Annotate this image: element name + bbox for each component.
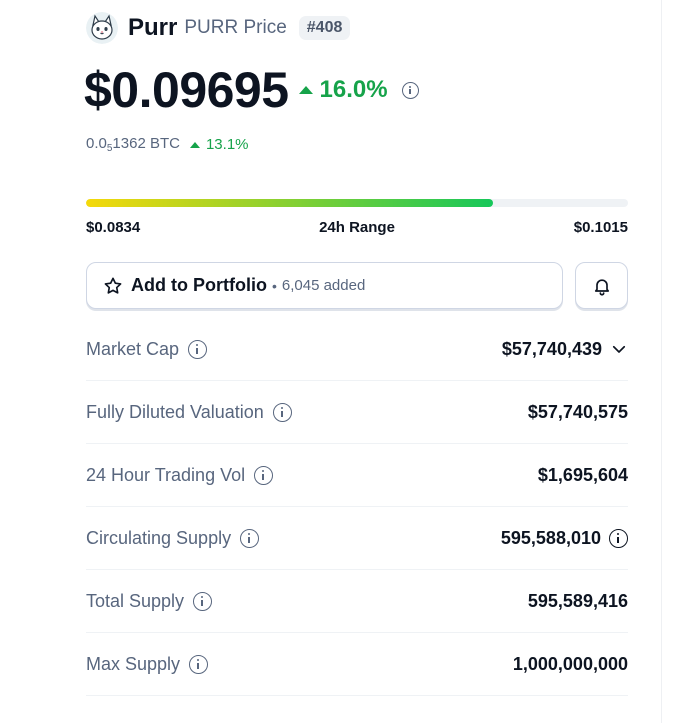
add-to-portfolio-button[interactable]: Add to Portfolio • 6,045 added [86,262,563,309]
price-row: $0.09695 16.0% [84,60,419,120]
stats-table: Market Cap $57,740,439 Fully Diluted Val… [86,318,628,696]
price-change: 16.0% [298,76,388,104]
info-icon[interactable] [240,528,260,548]
range-bar [86,199,628,207]
info-icon[interactable] [609,528,628,548]
range-bar-fill [86,199,493,207]
range-low: $0.0834 [86,219,141,236]
up-triangle-icon [189,141,200,148]
btc-price-row: 0.051362 BTC 13.1% [86,135,249,154]
btc-change-value: 13.1% [205,136,249,153]
separator-dot: • [271,277,277,294]
stat-label: Fully Diluted Valuation [86,401,264,422]
stat-label: Max Supply [86,653,181,674]
up-triangle-icon [298,86,313,94]
stat-label: 24 Hour Trading Vol [86,464,246,485]
stat-label: Circulating Supply [86,527,232,548]
range-high: $0.1015 [573,219,628,236]
btc-unit: BTC [149,135,180,152]
range-label: 24h Range [319,219,395,236]
stat-value: 1,000,000,000 [512,653,628,674]
portfolio-label: Add to Portfolio [131,275,267,295]
info-icon[interactable] [254,465,274,485]
btc-change: 13.1% [189,136,249,153]
stat-row-max-supply: Max Supply 1,000,000,000 [86,633,628,696]
coin-name: Purr [128,14,178,41]
stat-row-total-supply: Total Supply 595,589,416 [86,570,628,633]
stat-row-circulating-supply: Circulating Supply 595,588,010 [86,507,628,570]
bell-icon [594,278,609,296]
current-price: $0.09695 [84,62,289,118]
price-alert-button[interactable] [575,262,628,309]
rank-badge: #408 [298,16,351,40]
coin-price-label: PURR Price [184,17,287,38]
stat-label: Market Cap [86,338,180,359]
price-change-value: 16.0% [319,76,388,103]
portfolio-count: 6,045 added [281,277,366,294]
star-icon [104,277,122,294]
stat-row-fdv: Fully Diluted Valuation $57,740,575 [86,381,628,444]
stat-row-volume: 24 Hour Trading Vol $1,695,604 [86,444,628,507]
chevron-down-icon[interactable] [610,340,628,358]
stat-row-market-cap: Market Cap $57,740,439 [86,318,628,381]
coin-header: Purr PURR Price #408 [86,10,351,46]
stat-value: 595,588,010 [500,527,601,548]
stat-value: $57,740,439 [501,338,602,359]
info-icon[interactable] [189,654,209,674]
info-icon[interactable] [401,81,419,99]
stat-label: Total Supply [86,590,185,611]
info-icon[interactable] [193,591,213,611]
panel-divider [661,0,662,723]
cat-logo-icon [86,12,118,44]
range-labels: $0.0834 24h Range $0.1015 [86,219,628,236]
info-icon[interactable] [272,402,292,422]
stat-value: $1,695,604 [537,464,628,485]
info-icon[interactable] [188,339,208,359]
stat-value: 595,589,416 [527,590,628,611]
btc-price: 0.051362 BTC [86,135,180,154]
btc-zero-count: 5 [106,143,113,154]
stat-value: $57,740,575 [527,401,628,422]
